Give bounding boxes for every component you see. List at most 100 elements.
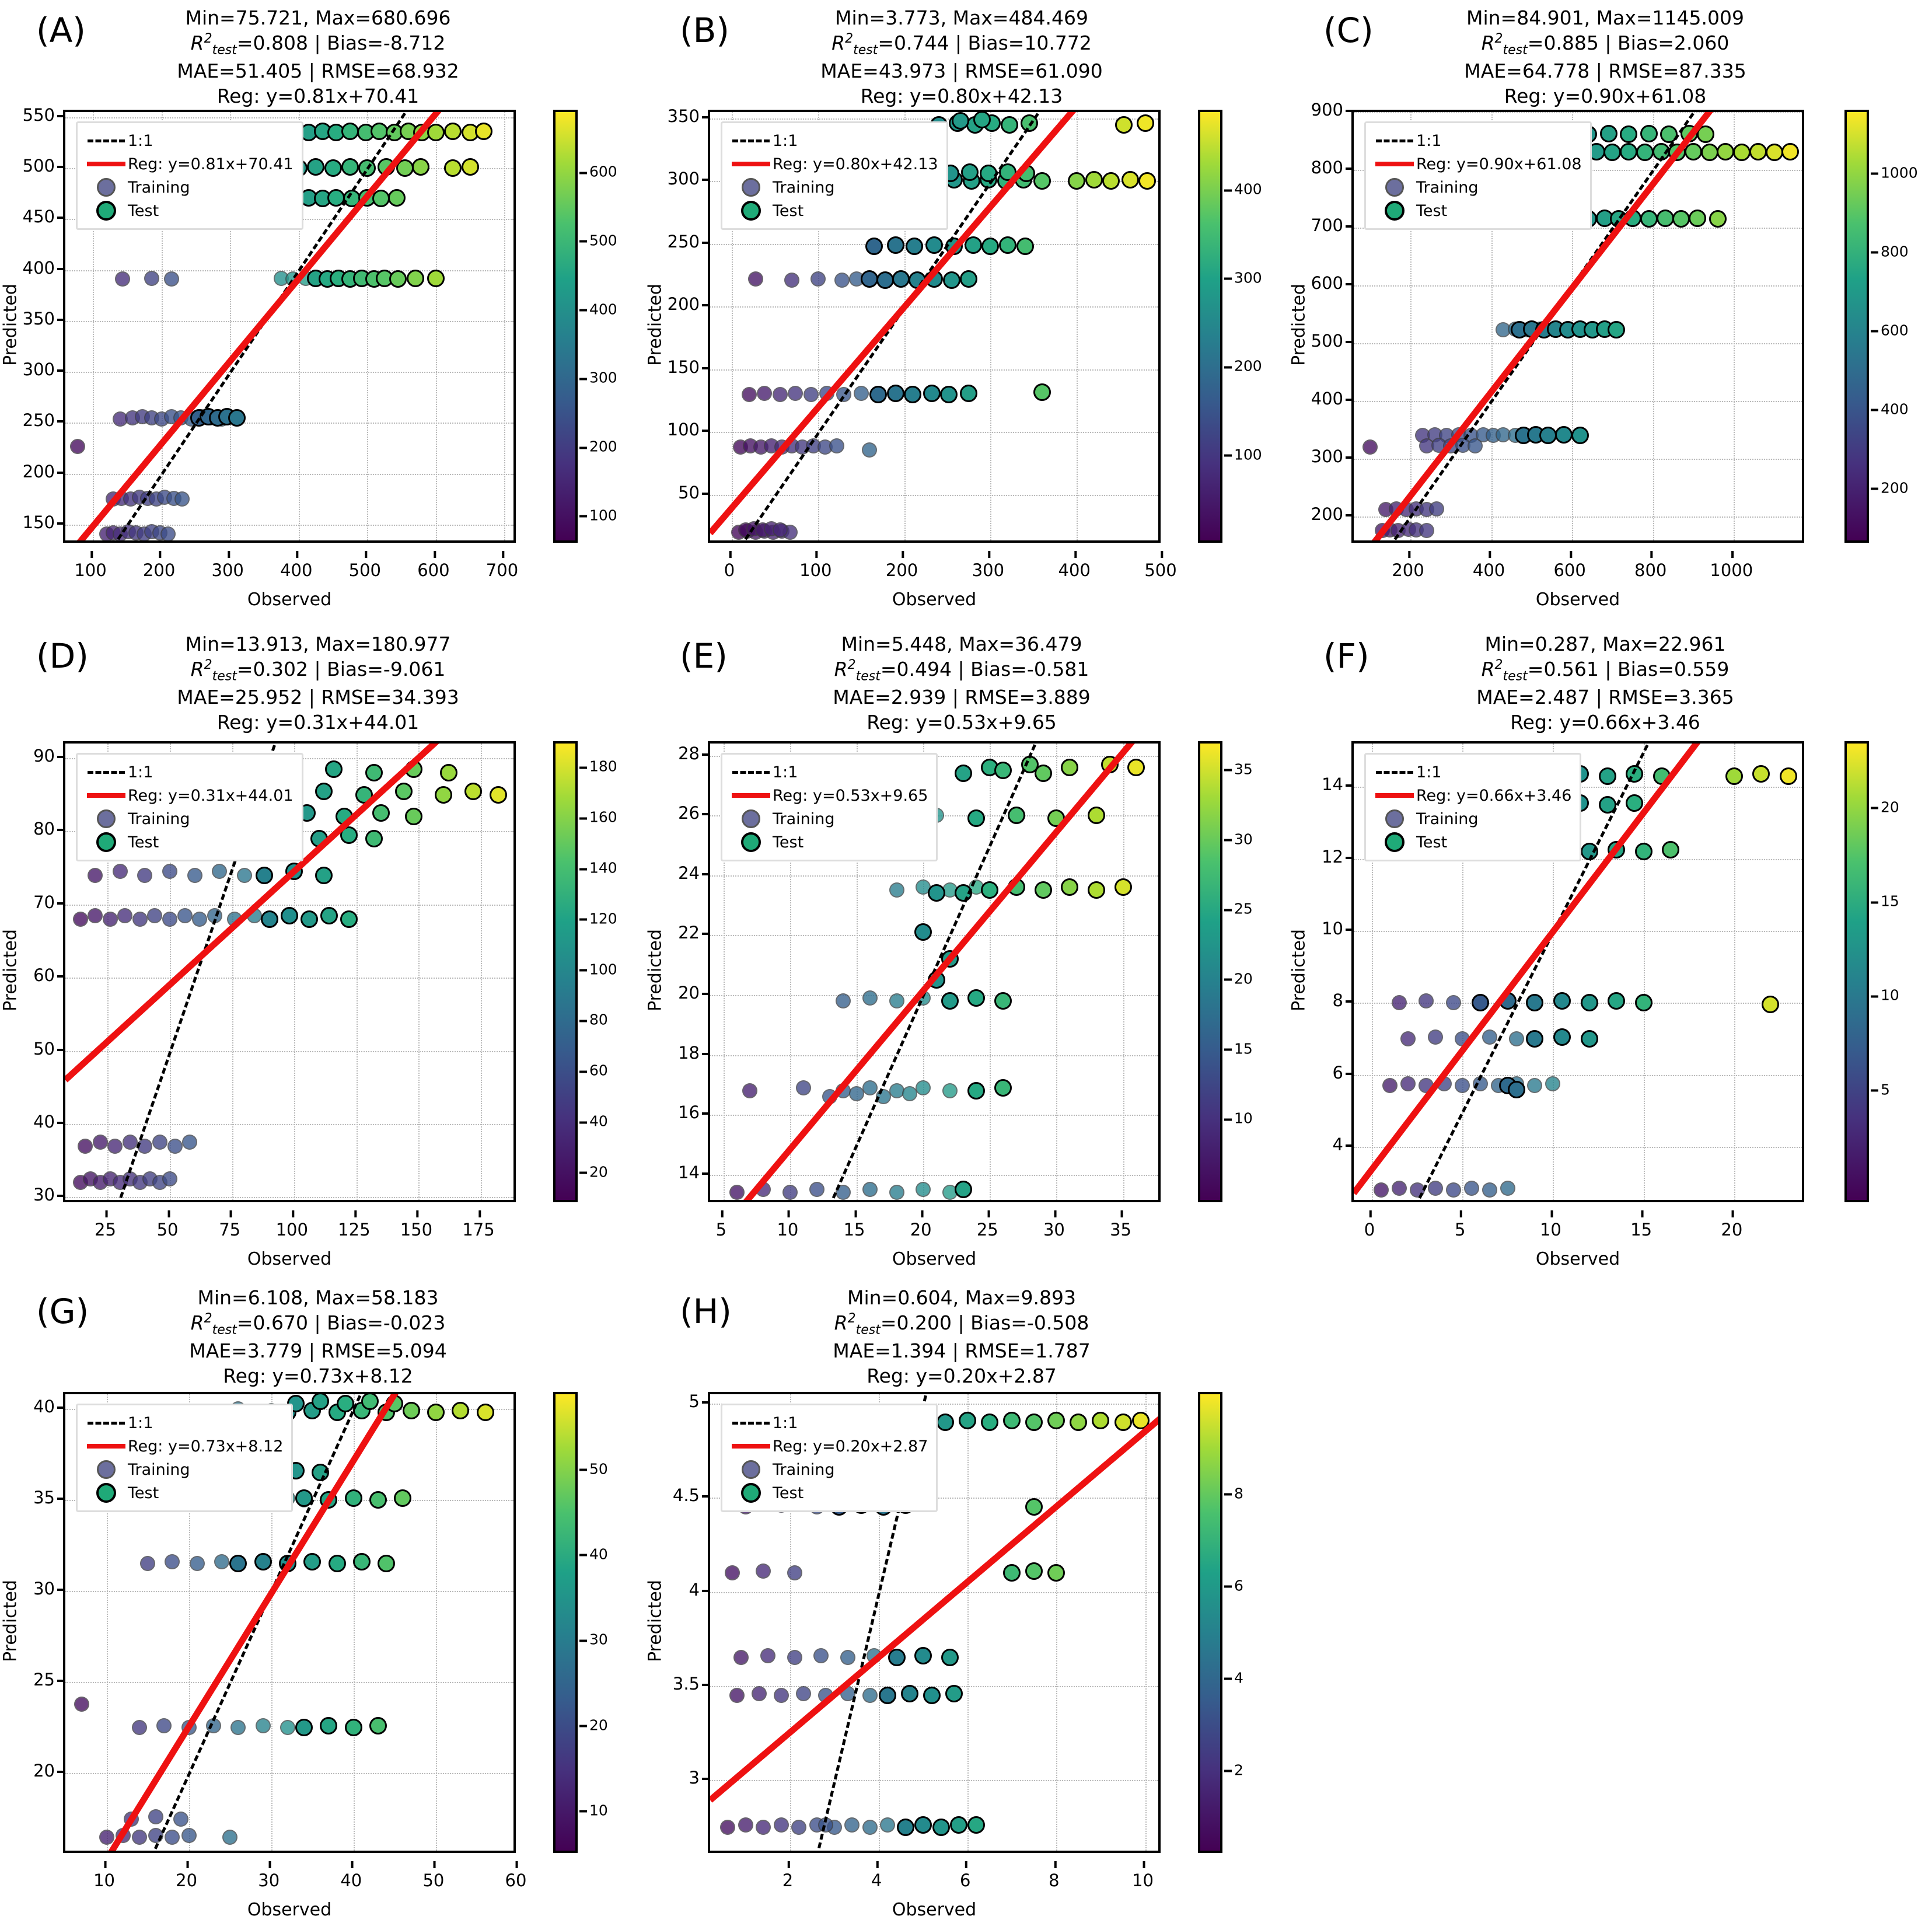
y-axis-tick-label: 400 bbox=[1293, 389, 1353, 409]
test-point bbox=[1779, 767, 1797, 785]
gridline-horizontal bbox=[65, 1124, 513, 1126]
y-axis-tick-label: 200 bbox=[5, 462, 64, 481]
colorbar bbox=[1198, 1392, 1222, 1853]
x-axis-tick-label: 600 bbox=[1553, 551, 1586, 580]
training-point bbox=[156, 1718, 172, 1734]
training-point bbox=[280, 1720, 295, 1736]
test-point bbox=[341, 158, 359, 176]
legend-item-test: Test bbox=[1373, 830, 1571, 854]
panel-letter: (A) bbox=[36, 11, 86, 50]
training-point bbox=[1455, 1078, 1470, 1094]
stat-reg: Reg: y=0.73x+8.12 bbox=[223, 1364, 413, 1387]
colorbar-tick-label: 20 bbox=[1224, 970, 1253, 987]
colorbar-tick-label: 800 bbox=[1871, 243, 1909, 260]
test-point bbox=[1131, 1412, 1150, 1430]
gridline-horizontal bbox=[65, 1051, 513, 1052]
training-point bbox=[829, 438, 845, 454]
x-axis-tick-label: 500 bbox=[1144, 551, 1177, 580]
training-point bbox=[222, 1829, 238, 1845]
gridline-vertical bbox=[1056, 744, 1058, 1200]
gridline-vertical bbox=[1734, 112, 1735, 540]
y-axis-tick-label: 16 bbox=[649, 1102, 709, 1122]
test-point bbox=[256, 866, 274, 884]
test-point bbox=[1000, 116, 1018, 134]
legend-item-test: Test bbox=[85, 830, 294, 854]
y-axis-label: Predicted bbox=[1288, 284, 1309, 366]
x-axis-label: Observed bbox=[247, 1900, 332, 1920]
y-axis-tick-label: 30 bbox=[5, 1579, 64, 1599]
test-point bbox=[1634, 843, 1652, 861]
training-point bbox=[720, 1819, 736, 1835]
gridline-horizontal bbox=[710, 875, 1158, 877]
gridline-horizontal bbox=[710, 306, 1158, 308]
test-point bbox=[901, 1684, 919, 1702]
dashed-line-icon bbox=[729, 139, 773, 142]
x-axis-label: Observed bbox=[1535, 1249, 1620, 1269]
legend: 1:1 Reg: y=0.90x+61.08 Training Test bbox=[1364, 121, 1592, 230]
training-point bbox=[1400, 1031, 1416, 1047]
test-point bbox=[228, 409, 246, 427]
test-point bbox=[1660, 125, 1678, 143]
training-point bbox=[167, 1138, 183, 1154]
x-axis-tick-label: 50 bbox=[422, 1861, 444, 1890]
x-axis-tick-label: 200 bbox=[1392, 551, 1424, 580]
stat-mae-rmse: MAE=51.405 | RMSE=68.932 bbox=[177, 60, 459, 83]
gridline-horizontal bbox=[710, 1174, 1158, 1176]
test-point bbox=[1025, 1498, 1043, 1516]
y-axis-label: Predicted bbox=[645, 284, 666, 366]
gridline-vertical bbox=[990, 112, 992, 540]
x-axis-tick-label: 10 bbox=[1132, 1861, 1154, 1890]
legend-item-regression: Reg: y=0.81x+70.41 bbox=[85, 152, 294, 176]
plot-area: 1:1 Reg: y=0.20x+2.87 Training Test bbox=[708, 1392, 1161, 1853]
training-point bbox=[140, 1556, 156, 1572]
test-point bbox=[892, 270, 910, 288]
test-point bbox=[1087, 881, 1105, 899]
training-point bbox=[738, 1817, 753, 1833]
legend-item-regression: Reg: y=0.66x+3.46 bbox=[1373, 784, 1571, 807]
gridline-vertical bbox=[271, 1394, 272, 1851]
x-axis-tick-label: 100 bbox=[74, 551, 107, 580]
training-point bbox=[836, 993, 851, 1009]
test-point bbox=[960, 384, 978, 402]
x-axis-label: Observed bbox=[892, 1249, 977, 1269]
training-point bbox=[137, 1138, 153, 1154]
colorbar-tick-label: 200 bbox=[1871, 479, 1909, 496]
panel-stats-title: Min=5.448, Max=36.479 R2test=0.494 | Bias… bbox=[731, 632, 1192, 735]
gridline-horizontal bbox=[710, 1115, 1158, 1116]
test-point bbox=[945, 238, 963, 256]
red-line-icon bbox=[85, 1444, 128, 1449]
test-point bbox=[361, 1394, 379, 1411]
test-point bbox=[1047, 1412, 1065, 1430]
test-point bbox=[1608, 841, 1626, 859]
training-point bbox=[889, 882, 904, 898]
test-point bbox=[1007, 807, 1025, 825]
panel-stats-title: Min=0.604, Max=9.893 R2test=0.200 | Bias=… bbox=[731, 1286, 1192, 1389]
colorbar bbox=[1844, 741, 1869, 1202]
y-axis-tick-label: 900 bbox=[1293, 100, 1353, 120]
test-point bbox=[1003, 1412, 1021, 1430]
training-point bbox=[788, 385, 803, 401]
y-axis-tick-label: 600 bbox=[1293, 273, 1353, 293]
red-line-icon bbox=[729, 1444, 773, 1449]
y-axis-tick-label: 80 bbox=[5, 819, 64, 839]
x-axis-tick-label: 400 bbox=[1473, 551, 1505, 580]
colorbar-tick-label: 200 bbox=[1224, 358, 1262, 375]
training-point bbox=[99, 1829, 114, 1845]
training-point bbox=[1391, 1181, 1407, 1196]
red-line-icon bbox=[729, 162, 773, 166]
y-axis-label: Predicted bbox=[1288, 929, 1309, 1011]
y-axis-tick-label: 800 bbox=[1293, 158, 1353, 177]
gridline-vertical bbox=[1056, 1394, 1058, 1851]
training-point bbox=[1509, 1031, 1525, 1047]
gridline-vertical bbox=[418, 744, 420, 1200]
y-axis-tick-label: 200 bbox=[649, 294, 709, 314]
test-point bbox=[1137, 114, 1155, 132]
red-line-icon bbox=[85, 793, 128, 798]
y-axis-tick-label: 35 bbox=[5, 1488, 64, 1507]
test-point bbox=[476, 1404, 494, 1422]
training-point bbox=[795, 1080, 811, 1095]
test-point bbox=[394, 782, 413, 800]
y-axis-tick-label: 350 bbox=[649, 106, 709, 126]
training-point bbox=[1482, 1182, 1497, 1198]
legend-item-training: Training bbox=[85, 176, 294, 199]
